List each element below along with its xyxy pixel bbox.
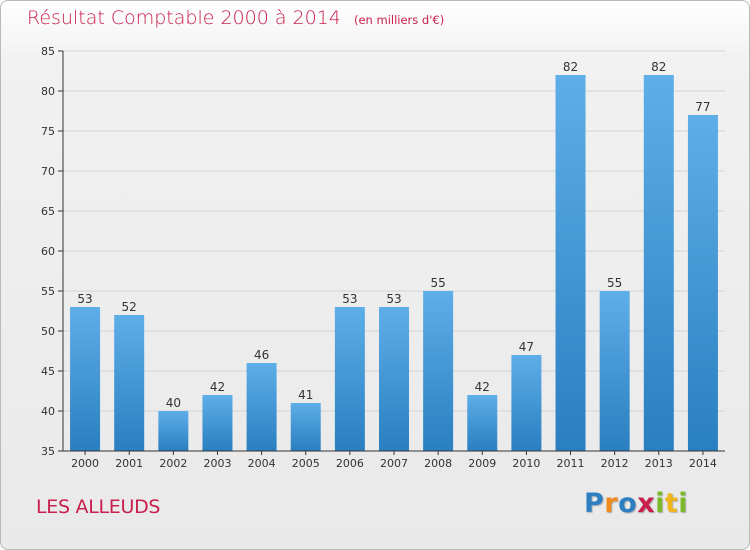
bar-2006 (334, 307, 365, 451)
bar-2000 (70, 307, 101, 451)
y-tick-label: 50 (41, 325, 55, 338)
value-label-2003: 42 (210, 380, 225, 394)
value-label-2010: 47 (519, 340, 534, 354)
brand-letter: r (604, 488, 619, 519)
brand-letter: P (584, 488, 605, 519)
chart-title: Résultat Comptable 2000 à 2014 (27, 7, 341, 29)
bar-2014 (687, 115, 718, 451)
value-label-2006: 53 (342, 292, 357, 306)
bars (70, 75, 718, 451)
brand-letter: t (664, 488, 679, 519)
value-label-2009: 42 (475, 380, 490, 394)
x-tick-label-2006: 2006 (336, 457, 364, 470)
bar-2001 (114, 315, 145, 451)
x-tick-label-2008: 2008 (424, 457, 452, 470)
y-tick-label: 60 (41, 245, 55, 258)
x-tick-label-2002: 2002 (159, 457, 187, 470)
value-label-2000: 53 (77, 292, 92, 306)
value-label-2012: 55 (607, 276, 622, 290)
bar-2005 (290, 403, 321, 451)
labels: 35 40 45 50 55 60 65 70 75 80 85 53 2000 52 2001 40 2002… (41, 45, 717, 470)
axes (58, 50, 725, 455)
brand-letter: x (637, 488, 656, 519)
x-tick-label-2009: 2009 (468, 457, 496, 470)
y-tick-label: 75 (41, 125, 55, 138)
x-tick-label-2011: 2011 (557, 457, 585, 470)
value-label-2007: 53 (386, 292, 401, 306)
y-tick-label: 70 (41, 165, 55, 178)
brand-letter: i (655, 488, 665, 519)
brand-logo: Proxiti (584, 488, 688, 519)
y-tick-label: 35 (41, 445, 55, 458)
x-tick-label-2004: 2004 (248, 457, 276, 470)
x-tick-label-2000: 2000 (71, 457, 99, 470)
bar-2010 (511, 355, 542, 451)
value-label-2001: 52 (122, 300, 137, 314)
bar-2004 (246, 363, 277, 451)
value-label-2002: 40 (166, 396, 181, 410)
bar-2007 (379, 307, 409, 451)
bar-2011 (555, 75, 586, 451)
chart-subtitle: (en milliers d'€) (353, 13, 445, 27)
commune-name: LES ALLEUDS (36, 496, 161, 518)
x-tick-label-2001: 2001 (115, 457, 143, 470)
value-label-2013: 82 (651, 60, 666, 74)
y-tick-label: 55 (41, 285, 55, 298)
bar-2003 (202, 395, 233, 451)
y-tick-label: 40 (41, 405, 55, 418)
brand-letter: i (678, 488, 689, 519)
x-tick-label-2007: 2007 (380, 457, 408, 470)
y-tick-label: 85 (41, 45, 55, 58)
value-label-2011: 82 (563, 60, 578, 74)
bar-2002 (158, 411, 189, 451)
y-tick-label: 45 (41, 365, 55, 378)
brand-letter: o (618, 488, 638, 519)
value-label-2008: 55 (430, 276, 445, 290)
bar-2008 (423, 291, 454, 451)
y-tick-label: 80 (41, 85, 55, 98)
x-tick-label-2010: 2010 (512, 457, 540, 470)
title-line: Résultat Comptable 2000 à 2014 (en milli… (27, 7, 444, 29)
x-tick-label-2003: 2003 (203, 457, 231, 470)
y-tick-label: 65 (41, 205, 55, 218)
x-tick-label-2014: 2014 (689, 457, 717, 470)
bar-2009 (467, 395, 498, 451)
value-label-2014: 77 (695, 100, 710, 114)
value-label-2004: 46 (254, 348, 269, 362)
bar-2013 (643, 75, 674, 451)
x-tick-label-2005: 2005 (292, 457, 320, 470)
bar-2012 (599, 291, 630, 451)
value-label-2005: 41 (298, 388, 313, 402)
x-tick-label-2013: 2013 (645, 457, 673, 470)
x-tick-label-2012: 2012 (601, 457, 629, 470)
